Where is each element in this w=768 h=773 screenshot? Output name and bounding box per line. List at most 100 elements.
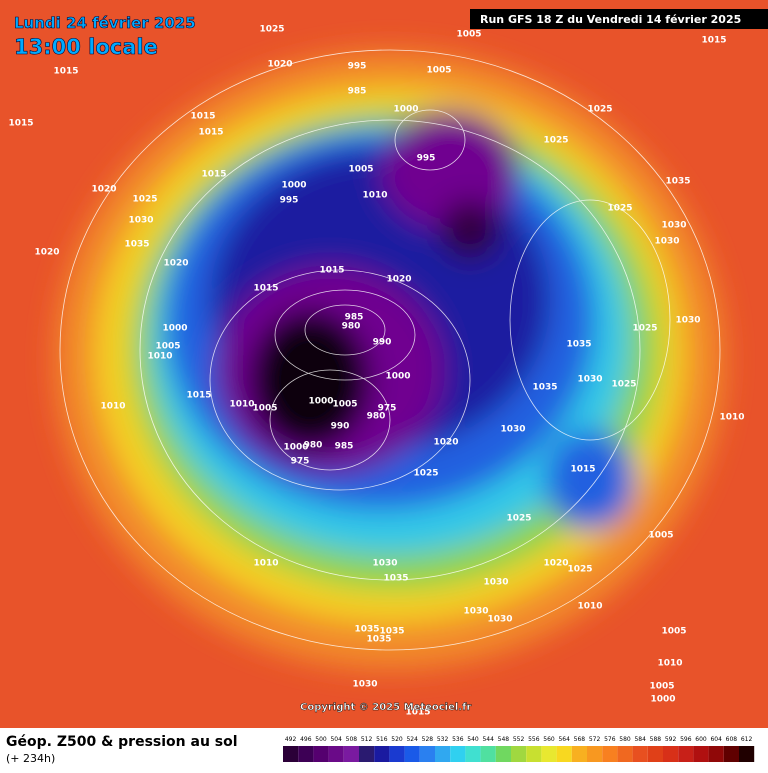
colorbar-cell — [465, 746, 481, 762]
colorbar-label: 532 — [437, 736, 449, 743]
isobar-label: 1015 — [53, 67, 78, 77]
colorbar-label: 564 — [558, 736, 570, 743]
isobar-label: 1020 — [267, 60, 292, 70]
colorbar-label: 556 — [528, 736, 540, 743]
isobar-label: 1030 — [577, 375, 602, 385]
lead-time: (+ 234h) — [6, 752, 55, 765]
isobar-label: 980 — [304, 441, 323, 451]
isobar-label: 1030 — [372, 559, 397, 569]
colorbar-cell — [678, 746, 694, 762]
isobar-label: 995 — [348, 62, 367, 72]
isobar-label: 990 — [331, 422, 350, 432]
colorbar-cell — [450, 746, 466, 762]
colorbar-label: 572 — [589, 736, 601, 743]
colorbar-label: 508 — [346, 736, 358, 743]
copyright: Copyright © 2025 Meteociel.fr — [300, 702, 471, 713]
isobar-label: 980 — [367, 412, 386, 422]
isobar-label: 1020 — [91, 185, 116, 195]
isobar-label: 1000 — [385, 372, 410, 382]
colorbar-label: 536 — [452, 736, 464, 743]
colorbar-cell — [617, 746, 633, 762]
isobar-label: 1010 — [362, 191, 387, 201]
colorbar-label: 600 — [695, 736, 707, 743]
colorbar-label: 548 — [498, 736, 510, 743]
isobar-label: 1025 — [587, 105, 612, 115]
colorbar-label: 504 — [330, 736, 342, 743]
colorbar-label: 524 — [406, 736, 418, 743]
isobar-label: 1005 — [649, 682, 674, 692]
isobar-label: 1010 — [577, 602, 602, 612]
isobar-label: 1000 — [650, 695, 675, 705]
colorbar-label: 560 — [543, 736, 555, 743]
colorbar-label: 588 — [650, 736, 662, 743]
isobar-label: 1025 — [567, 565, 592, 575]
isobar-label: 1035 — [566, 340, 591, 350]
colorbar-cell — [435, 746, 451, 762]
isobar-label: 1000 — [283, 443, 308, 453]
isobar-label: 1005 — [456, 30, 481, 40]
colorbar-cell — [541, 746, 557, 762]
isobar-label: 1015 — [405, 708, 430, 718]
colorbar-label: 544 — [482, 736, 494, 743]
isobar-label: 1035 — [379, 627, 404, 637]
isobar-label: 1035 — [532, 383, 557, 393]
isobar-label: 1025 — [543, 136, 568, 146]
isobar-label: 1005 — [661, 627, 686, 637]
isobar-label: 1025 — [607, 204, 632, 214]
isobar-label: 1020 — [543, 559, 568, 569]
colorbar-label: 516 — [376, 736, 388, 743]
isobar-label: 985 — [348, 87, 367, 97]
colorbar-cell — [359, 746, 375, 762]
colorbar-label: 584 — [634, 736, 646, 743]
isobar-label: 1000 — [308, 397, 333, 407]
colorbar-cell — [495, 746, 511, 762]
colorbar-cell — [526, 746, 542, 762]
colorbar-cell — [298, 746, 314, 762]
colorbar-label: 592 — [665, 736, 677, 743]
isobar-label: 1030 — [128, 216, 153, 226]
isobar-label: 1025 — [611, 380, 636, 390]
isobar-label: 1015 — [186, 391, 211, 401]
colorbar-cell — [480, 746, 496, 762]
isobar-label: 1015 — [190, 112, 215, 122]
isobar-label: 1015 — [253, 284, 278, 294]
isobar-label: 1015 — [198, 128, 223, 138]
colorbar-cell — [571, 746, 587, 762]
colorbar-cell — [404, 746, 420, 762]
isobar-label: 1025 — [132, 195, 157, 205]
colorbar-label: 540 — [467, 736, 479, 743]
isobar-label: 1000 — [281, 181, 306, 191]
colorbar-cell — [647, 746, 663, 762]
isobar-label: 1030 — [500, 425, 525, 435]
isobar-label: 1010 — [100, 402, 125, 412]
colorbar-label: 500 — [315, 736, 327, 743]
isobar-label: 1030 — [463, 607, 488, 617]
isobar-label: 1015 — [701, 36, 726, 46]
isobar-label: 1015 — [570, 465, 595, 475]
isobar-label: 1010 — [657, 659, 682, 669]
footer-title: Géop. Z500 & pression au sol — [6, 734, 238, 750]
colorbar-cell — [587, 746, 603, 762]
isobar-label: 1020 — [163, 259, 188, 269]
time: 13:00 locale — [14, 35, 158, 59]
colorbar-cell — [602, 746, 618, 762]
isobar-label: 1035 — [366, 635, 391, 645]
isobar-label: 1015 — [201, 170, 226, 180]
isobar-label: 1025 — [632, 324, 657, 334]
isobar-label: 985 — [335, 442, 354, 452]
isobar-label: 1005 — [155, 342, 180, 352]
colorbar-cell — [343, 746, 359, 762]
isobar-label: 985 — [345, 313, 364, 323]
isobar-label: 1010 — [719, 413, 744, 423]
isobar-label: 1025 — [259, 25, 284, 35]
isobar-label: 1015 — [319, 266, 344, 276]
isobar-label: 1005 — [332, 400, 357, 410]
date: Lundi 24 février 2025 — [14, 14, 196, 32]
colorbar-label: 496 — [300, 736, 312, 743]
isobar-label: 975 — [291, 457, 310, 467]
isobar-label: 1010 — [229, 400, 254, 410]
isobar-label: 995 — [417, 154, 436, 164]
isobar-label: 1010 — [253, 559, 278, 569]
colorbar-cell — [283, 746, 299, 762]
isobars — [59, 49, 721, 651]
